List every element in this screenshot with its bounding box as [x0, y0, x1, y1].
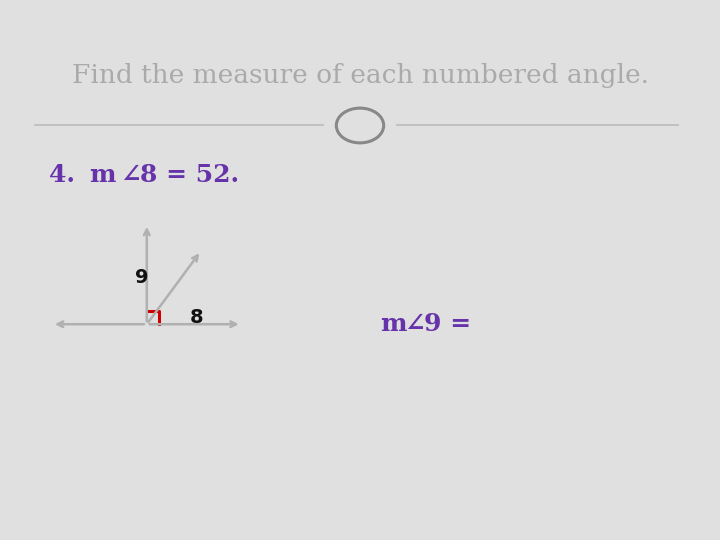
Text: ∠: ∠	[120, 163, 140, 187]
Text: m: m	[89, 163, 116, 187]
Text: Find the measure of each numbered angle.: Find the measure of each numbered angle.	[71, 63, 649, 89]
Text: 9 =: 9 =	[424, 312, 472, 336]
Text: 8 = 52.: 8 = 52.	[140, 163, 239, 187]
Text: m: m	[380, 312, 407, 336]
Text: ∠: ∠	[404, 312, 425, 336]
Text: 4.: 4.	[49, 163, 75, 187]
Text: 9: 9	[135, 267, 149, 287]
Text: 8: 8	[189, 308, 203, 327]
